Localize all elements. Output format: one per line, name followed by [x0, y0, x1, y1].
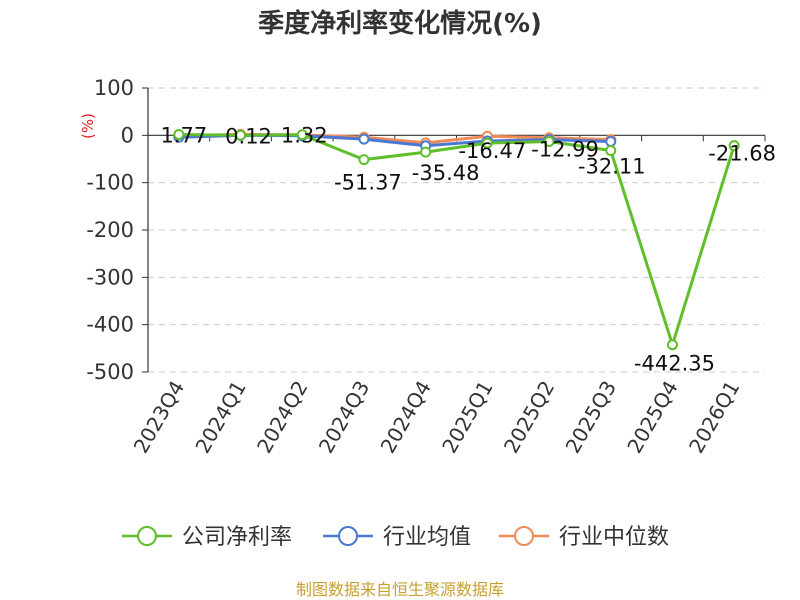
data-labels: 1.77 0.12 1.32-51.37 -35.48-16.47 -12.99-32.…: [160, 123, 776, 375]
series-point: [481, 137, 493, 149]
series-point: [543, 135, 555, 147]
legend-label: 行业中位数: [559, 525, 669, 550]
series-point: [420, 146, 432, 158]
series-line: [178, 132, 736, 347]
data-label: -12.99: [531, 137, 599, 161]
series-point: [728, 140, 740, 152]
x-tick-label: 2025Q3: [561, 377, 621, 458]
x-tick-label: 2025Q2: [499, 377, 559, 458]
legend-marker: [338, 526, 358, 546]
x-tick-label: 2026Q1: [684, 377, 744, 458]
legend-label: 公司净利率: [182, 525, 292, 550]
data-label: 1.77: [160, 123, 207, 147]
data-label: 1.32: [281, 124, 328, 148]
y-tick-label: -200: [86, 218, 134, 242]
y-tick-label: 0: [121, 123, 134, 147]
source-note: 制图数据来自恒生聚源数据库: [296, 580, 504, 599]
x-tick-label: 2024Q3: [314, 377, 374, 458]
y-tick-label: -400: [86, 313, 134, 337]
legend-item-1: 行业均值: [323, 525, 471, 550]
y-tick-label: 100: [94, 76, 134, 100]
y-tick-label: -300: [86, 265, 134, 289]
legend-marker: [137, 526, 157, 546]
x-tick-label: 2024Q4: [376, 377, 436, 458]
data-label: -51.37: [334, 171, 402, 195]
grid-lines: [148, 87, 765, 373]
data-label: -21.68: [708, 142, 776, 166]
y-axis-unit: (%): [79, 113, 97, 139]
y-tick-label: -500: [86, 360, 134, 384]
legend-marker: [514, 526, 534, 546]
x-tick-label: 2024Q2: [252, 377, 312, 458]
data-label: -32.11: [578, 155, 646, 179]
x-tick-label: 2024Q1: [190, 377, 250, 458]
legend-item-0: 公司净利率: [122, 525, 292, 550]
series-point: [173, 128, 185, 140]
series-point: [358, 133, 370, 145]
y-axis-ticks: 100 0 -100 -200 -300 -400 -500: [86, 76, 148, 384]
data-label: -442.35: [634, 352, 715, 376]
series-point: [605, 135, 617, 147]
x-tick-label: 2023Q4: [129, 377, 189, 458]
data-label: -35.48: [412, 161, 480, 185]
chart-title: 季度净利率变化情况(%): [258, 8, 542, 39]
series-point: [296, 129, 308, 141]
series-layer: [173, 128, 740, 351]
x-tick-label: 2025Q4: [622, 377, 682, 458]
legend: 公司净利率 行业均值 行业中位数: [122, 525, 669, 550]
data-label: -16.47: [458, 139, 526, 163]
series-point: [235, 129, 247, 141]
x-tick-label: 2025Q1: [437, 376, 497, 457]
series-point: [666, 339, 678, 351]
data-label: 0.12: [225, 124, 272, 148]
y-tick-label: -100: [86, 171, 134, 195]
series-point: [358, 154, 370, 166]
series-point: [605, 145, 617, 157]
series-0: [173, 128, 740, 351]
legend-item-2: 行业中位数: [499, 525, 669, 550]
legend-label: 行业均值: [383, 525, 471, 550]
